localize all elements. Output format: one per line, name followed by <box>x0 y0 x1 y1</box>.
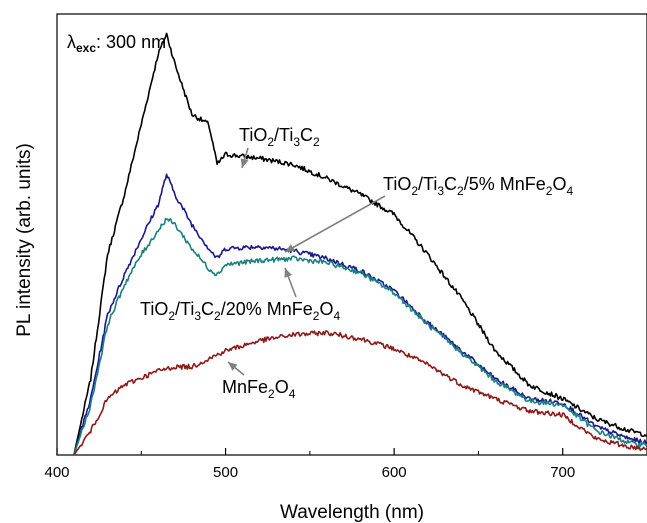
annotation-part: C <box>444 174 457 194</box>
annotation-part: TiO <box>239 125 267 145</box>
annotation-part: 4 <box>333 309 340 323</box>
annotation-mnfe2o4: MnFe2O4 <box>222 377 296 401</box>
annotation-arrow-head <box>285 244 295 252</box>
annotation-part: /Ti <box>418 174 437 194</box>
series-lines <box>73 32 647 456</box>
annotation-part: 2 <box>168 309 175 323</box>
annotation-part: C <box>201 299 214 319</box>
annotation-part: 3 <box>437 184 444 198</box>
annotation-arrow-line <box>284 195 386 253</box>
annotation-twenty-percent: TiO2/Ti3C2/20% MnFe2O4 <box>140 299 340 323</box>
annotation-part: 2 <box>267 135 274 149</box>
annotation-part: 2 <box>457 184 464 198</box>
annotation-part: /Ti <box>175 299 194 319</box>
annotation-part: 3 <box>293 135 300 149</box>
annotation-part: 2 <box>546 184 553 198</box>
annotation-arrow-head <box>284 268 292 278</box>
annotation-part: 2 <box>313 309 320 323</box>
series-line-2 <box>73 217 647 456</box>
annotation-tio2-ti3c2: TiO2/Ti3C2 <box>239 125 320 149</box>
annotation-part: TiO <box>140 299 168 319</box>
annotation-part: /5% MnFe <box>464 174 546 194</box>
series-line-3 <box>73 330 647 456</box>
annotation-part: 2 <box>214 309 221 323</box>
annotation-part: 3 <box>194 309 201 323</box>
annotation-part: 2 <box>411 184 418 198</box>
series-line-0 <box>73 32 647 456</box>
lambda-subscript: exc <box>76 41 96 55</box>
annotation-part: O <box>552 174 566 194</box>
annotation-part: MnFe <box>222 377 268 397</box>
annotation-part: TiO <box>383 174 411 194</box>
annotation-part: 2 <box>313 135 320 149</box>
annotation-part: 4 <box>289 387 296 401</box>
plot-frame <box>56 13 647 456</box>
excitation-label: λexc: 300 nm <box>67 32 166 55</box>
annotation-part: O <box>319 299 333 319</box>
annotation-part: 2 <box>268 387 275 401</box>
x-axis-label: Wavelength (nm) <box>280 502 424 523</box>
y-axis-label: PL intensity (arb. units) <box>14 143 35 337</box>
annotation-part: O <box>275 377 289 397</box>
annotation-part: 4 <box>566 184 573 198</box>
annotation-arrow-head <box>228 362 238 371</box>
annotation-arrows <box>227 147 386 376</box>
x-axis-ticks: 400 500 600 700 <box>44 448 575 481</box>
annotation-part: /20% MnFe <box>221 299 313 319</box>
lambda-symbol: λ <box>67 32 76 52</box>
x-tick-label: 600 <box>382 464 407 481</box>
annotation-part: /Ti <box>274 125 293 145</box>
x-tick-label: 400 <box>44 464 69 481</box>
annotation-arrow-head <box>240 158 249 168</box>
x-tick-label: 700 <box>550 464 575 481</box>
x-tick-label: 500 <box>213 464 238 481</box>
annotation-five-percent: TiO2/Ti3C2/5% MnFe2O4 <box>383 174 573 198</box>
excitation-value: : 300 nm <box>96 32 166 52</box>
annotation-part: C <box>300 125 313 145</box>
